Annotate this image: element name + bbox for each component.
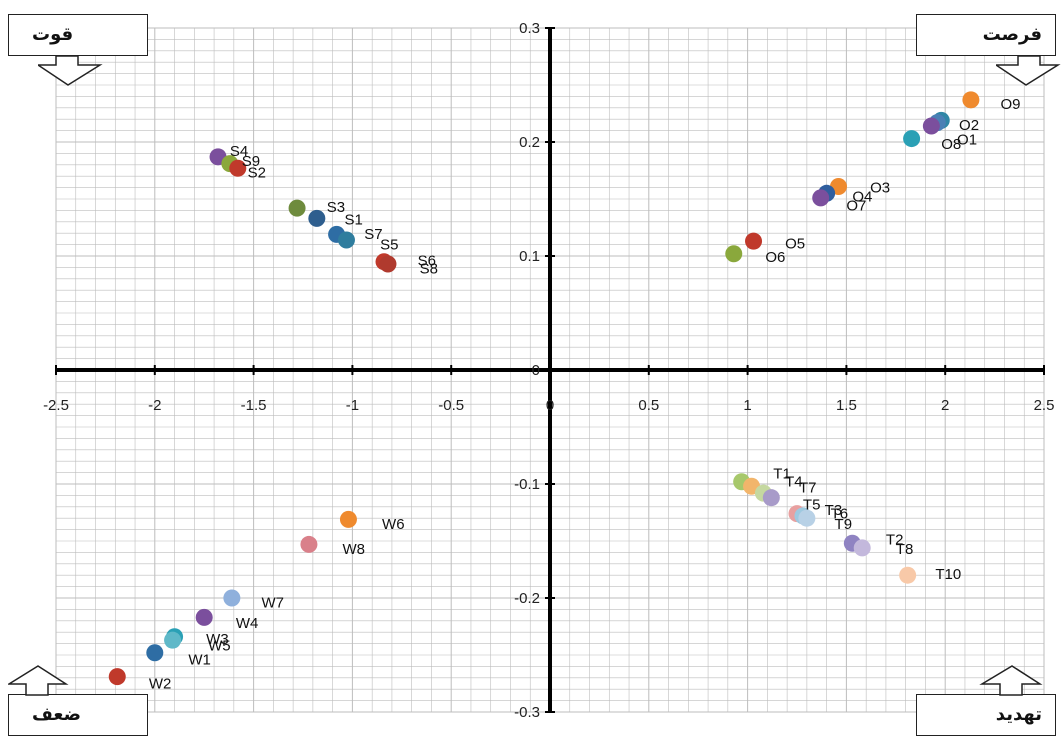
x-tick-label: -1 [346,397,359,414]
point-label-t10: T10 [935,566,961,583]
data-point-t9 [798,509,816,527]
data-point-s8 [379,255,397,273]
x-tick-label: 0 [546,397,554,414]
arrow-down-icon [996,55,1061,86]
data-point-s5 [337,231,355,249]
data-point-w5 [164,631,182,649]
point-label-w4: W4 [236,615,258,632]
x-tick-label: -0.5 [438,397,464,414]
data-point-t10 [899,566,917,584]
point-label-s8: S8 [420,260,438,277]
x-tick-label: 0.5 [638,397,659,414]
point-label-o8: O8 [941,136,961,153]
weakness-callout: ضعف [8,665,148,736]
arrow-down-icon [38,55,103,86]
x-tick-label: 1 [743,397,751,414]
y-tick-label: -0.2 [514,590,540,607]
point-label-o6: O6 [765,249,785,266]
x-tick-label: -2 [148,397,161,414]
opportunity-callout: فرصت [916,14,1061,86]
point-label-s4: S4 [230,143,248,160]
x-tick-label: 2 [941,397,949,414]
x-tick-label: -2.5 [43,397,69,414]
data-point-w1 [146,644,164,662]
strength-label: قوت [32,24,74,45]
data-point-t8 [853,539,871,557]
point-label-s6: S6 [418,252,436,269]
data-point-w8 [300,535,318,553]
point-label-s9: S9 [242,153,260,170]
point-label-w5: W5 [208,638,231,655]
point-label-o2: O2 [959,117,979,134]
point-label-o3: O3 [870,179,890,196]
x-tick-label: 1.5 [836,397,857,414]
data-point-t5 [762,489,780,507]
y-tick-label: 0 [532,362,540,379]
point-label-o5: O5 [785,235,805,252]
point-label-s5: S5 [380,236,398,253]
data-point-s3 [288,199,306,217]
y-tick-label: 0.3 [519,20,540,37]
point-label-o9: O9 [1001,96,1021,113]
data-point-o9 [962,91,980,109]
data-point-o5 [745,232,763,250]
arrow-up-icon [979,665,1043,696]
x-tick-label: 2.5 [1034,397,1055,414]
point-label-s1: S1 [344,211,362,228]
point-label-s3: S3 [327,199,345,216]
arrow-up-icon [8,665,69,696]
data-point-o7 [812,189,830,207]
y-tick-label: -0.1 [514,476,540,493]
point-label-s7: S7 [364,226,382,243]
data-point-o8 [922,117,940,135]
point-label-w7: W7 [262,594,285,611]
y-tick-label: 0.2 [519,134,540,151]
point-label-t9: T9 [835,516,853,533]
point-label-s2: S2 [248,165,266,182]
point-label-t4: T4 [785,474,803,491]
point-label-t3: T3 [825,502,843,519]
point-label-w3: W3 [206,631,229,648]
point-label-t8: T8 [896,541,914,558]
tick-labels: -2.5 -2 -1.5 -1 -0.5 0 0.5 1 1.5 2 2.5 0.3 0.2 0.1 0 -0… [43,20,1054,721]
x-tick-label: -1.5 [241,397,267,414]
point-label-t1: T1 [773,466,791,483]
point-label-t2: T2 [886,532,904,549]
data-point-w4 [195,608,213,626]
data-point-o6 [725,245,743,263]
point-label-o7: O7 [846,198,866,215]
point-label-o4: O4 [852,189,872,206]
point-label-w2: W2 [149,675,172,692]
point-label-t6: T6 [831,506,849,523]
point-label-t7: T7 [799,479,817,496]
data-points [108,91,980,686]
weakness-label: ضعف [32,704,81,725]
y-tick-label: 0.1 [519,248,540,265]
y-tick-label: -0.3 [514,704,540,721]
data-point-w6 [339,510,357,528]
data-point-w7 [223,589,241,607]
threat-label: تهدید [995,704,1042,725]
data-point-s2 [229,159,247,177]
strength-callout: قوت [8,14,148,86]
data-point-s1 [308,209,326,227]
opportunity-label: فرصت [982,24,1042,45]
data-point-w2 [108,668,126,686]
threat-callout: تهدید [916,665,1056,736]
point-label-t5: T5 [803,496,821,513]
data-point-o2b [903,130,921,148]
point-label-w1: W1 [188,651,211,668]
point-label-w8: W8 [343,541,366,558]
point-label-o1: O1 [957,132,977,149]
point-label-w6: W6 [382,516,405,533]
